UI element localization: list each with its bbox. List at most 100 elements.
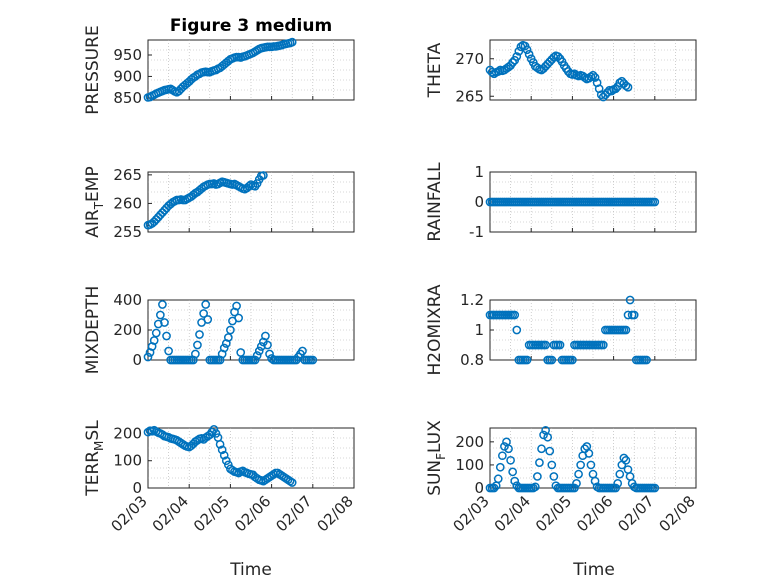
data-point — [495, 462, 505, 472]
data-point — [265, 349, 274, 359]
data-point — [199, 309, 208, 318]
data-point — [236, 348, 246, 357]
data-point — [549, 472, 559, 481]
y-tick-label: 200 — [455, 433, 484, 451]
data-point — [226, 325, 235, 335]
y-tick-label: 255 — [113, 223, 142, 241]
y-tick-label: 200 — [113, 321, 142, 339]
data-point — [555, 340, 565, 350]
y-axis-label: MIXDEPTH — [83, 286, 103, 375]
data-point — [512, 325, 522, 335]
figure-title: Figure 3 medium — [170, 16, 332, 36]
data-point — [547, 460, 557, 470]
data-point — [586, 460, 596, 470]
data-point — [547, 355, 557, 365]
data-point — [156, 310, 165, 320]
data-point — [580, 73, 590, 82]
data-point — [514, 46, 524, 56]
data-point — [250, 355, 260, 365]
data-point — [545, 446, 555, 456]
data-point — [611, 483, 621, 493]
data-point — [572, 479, 581, 488]
data-point — [590, 73, 600, 82]
y-axis-label: H2OMIXRA — [425, 284, 445, 375]
data-point — [650, 483, 660, 493]
x-axis-label-left: Time — [229, 560, 272, 580]
data-point — [191, 349, 200, 359]
x-tick-label: 02/06 — [573, 492, 616, 535]
data-point — [195, 330, 204, 339]
data-point — [512, 52, 522, 61]
data-point — [193, 340, 202, 350]
data-point — [588, 70, 598, 80]
data-point — [530, 482, 540, 492]
y-tick-label: 265 — [113, 166, 142, 184]
data-point — [621, 455, 631, 465]
y-tick-label: 270 — [455, 50, 484, 68]
x-tick-label: 02/05 — [190, 492, 233, 535]
data-point — [209, 425, 219, 434]
y-tick-label: 100 — [113, 452, 142, 470]
data-point — [201, 300, 211, 309]
data-point — [151, 328, 161, 338]
y-axis-label: THETA — [425, 42, 445, 98]
data-point — [586, 72, 596, 82]
subplot-h2omixra: 0.8 1 1.2 H2OMIXRA — [425, 284, 697, 376]
y-tick-label: 1.2 — [460, 291, 484, 309]
data-point — [219, 450, 229, 460]
y-axis-label: SUNFLUX — [425, 420, 448, 496]
data-point — [498, 451, 507, 461]
data-point — [650, 197, 660, 207]
x-tick-label: 02/04 — [491, 492, 534, 535]
data-point — [223, 460, 233, 470]
data-point — [244, 181, 254, 191]
data-point — [211, 429, 221, 438]
data-point — [149, 336, 159, 345]
data-point — [506, 455, 515, 465]
data-point — [259, 171, 268, 180]
data-point — [553, 52, 563, 61]
subplot-rainfall: -1 0 1 RAINFALL — [425, 162, 697, 242]
x-tick-label: 02/08 — [656, 492, 699, 535]
data-point — [287, 478, 297, 487]
data-point — [203, 315, 213, 324]
data-point — [160, 318, 169, 327]
data-point — [543, 432, 553, 442]
data-point — [615, 469, 625, 479]
data-point — [629, 310, 639, 320]
y-tick-label: 900 — [113, 67, 142, 85]
data-point — [574, 469, 583, 479]
x-axis-label-right: Time — [572, 560, 615, 580]
data-point — [263, 340, 272, 350]
data-point — [487, 67, 497, 77]
subplot-mixdepth: 0 200 400 MIXDEPTH — [83, 286, 355, 375]
data-point — [522, 45, 532, 55]
data-point — [493, 474, 503, 484]
data-point — [261, 331, 270, 341]
y-tick-label: 950 — [113, 46, 142, 64]
data-point — [625, 295, 635, 305]
subplot-grid: 850 900 950 PRESSURE 265 270 THETA 255 260 265 AIR… — [83, 25, 699, 535]
x-tick-label: 02/03 — [450, 492, 493, 535]
data-point — [504, 444, 513, 454]
x-tick-label: 02/07 — [272, 492, 315, 535]
data-point — [143, 352, 153, 362]
y-axis-label: AIRTEMP — [83, 166, 106, 237]
data-point — [508, 467, 518, 477]
y-tick-label: 0 — [474, 193, 484, 211]
data-point — [568, 355, 577, 365]
data-point — [221, 456, 231, 466]
data-point — [232, 301, 241, 311]
data-point — [621, 81, 631, 91]
y-axis-label: PRESSURE — [83, 25, 103, 114]
data-point — [619, 453, 629, 463]
data-point — [623, 82, 633, 92]
y-tick-label: 1 — [474, 163, 484, 181]
y-tick-label: 0.8 — [460, 351, 484, 369]
data-point — [287, 37, 297, 47]
y-tick-label: 260 — [113, 194, 142, 212]
data-point — [489, 483, 499, 493]
y-tick-label: 0 — [132, 351, 142, 369]
subplot-air-temp: 255 260 265 AIRTEMP — [83, 166, 355, 241]
